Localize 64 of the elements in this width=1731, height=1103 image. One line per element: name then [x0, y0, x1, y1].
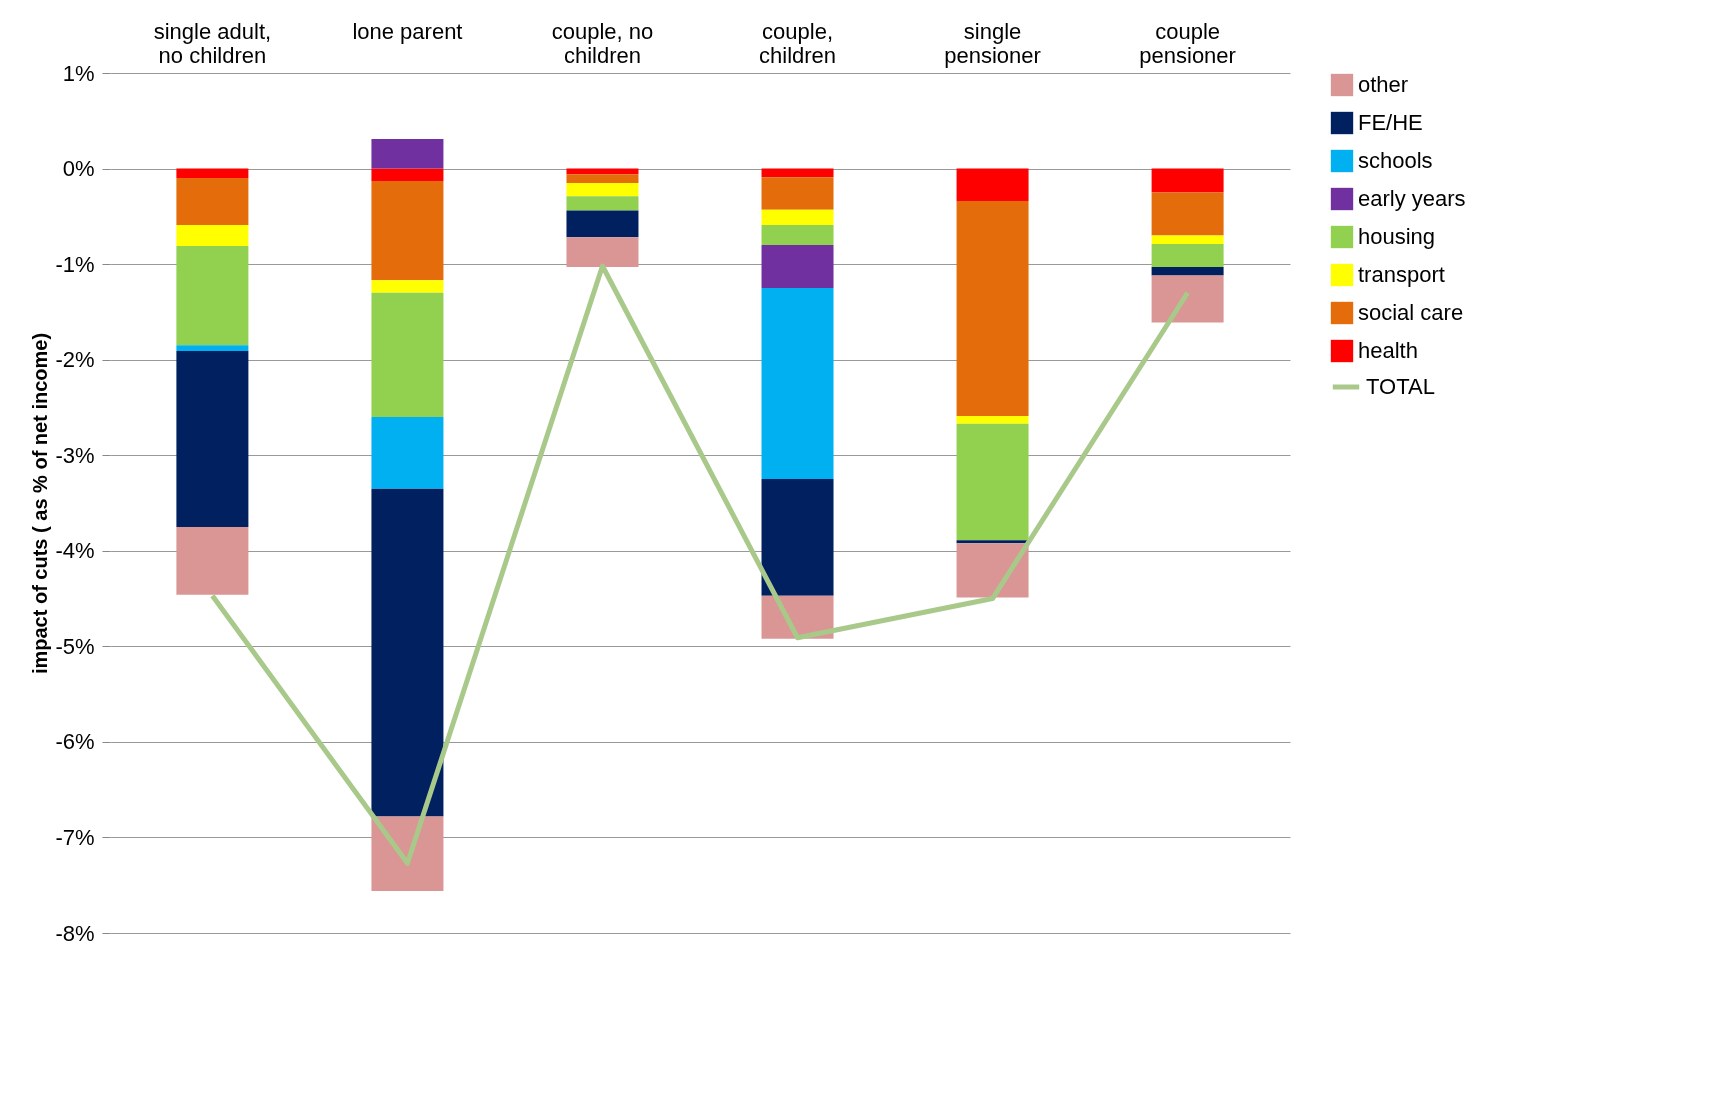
- y-tick-label: 1%: [62, 60, 95, 86]
- y-tick-label: -4%: [55, 538, 95, 564]
- legend-label: early years: [1358, 186, 1466, 211]
- bar: [761, 479, 834, 596]
- bar: [371, 168, 444, 181]
- bar: [176, 245, 249, 346]
- y-tick-label: -1%: [55, 251, 95, 277]
- bar: [176, 178, 249, 225]
- x-tick-label: single adult, no children: [153, 18, 272, 68]
- bar: [761, 177, 834, 210]
- bar: [956, 540, 1029, 544]
- y-axis-title: impact of cuts ( as % of net income): [29, 332, 52, 675]
- bar: [956, 168, 1029, 202]
- bar: [176, 224, 249, 246]
- legend-label: housing: [1358, 224, 1436, 249]
- y-tick-label: -2%: [55, 347, 95, 373]
- bar: [1151, 275, 1224, 323]
- bar: [371, 488, 444, 817]
- bar: [1151, 168, 1224, 193]
- bar: [761, 209, 834, 225]
- bar: [566, 210, 639, 238]
- x-tick-label: couple, children: [759, 18, 837, 68]
- bar: [371, 138, 444, 169]
- bar: [176, 526, 249, 595]
- bar: [1151, 266, 1224, 276]
- y-tick-label: -3%: [55, 442, 95, 468]
- bar: [956, 423, 1029, 541]
- bar: [371, 292, 444, 417]
- legend-label: TOTAL: [1366, 374, 1435, 399]
- legend-label: transport: [1358, 262, 1445, 287]
- bar: [566, 174, 639, 183]
- x-tick-label: lone parent: [352, 18, 463, 44]
- legend-label: schools: [1358, 148, 1433, 173]
- bar: [1151, 235, 1224, 245]
- bar: [176, 168, 249, 179]
- y-tick-label: -7%: [55, 824, 95, 850]
- x-tick-label: couple pensioner: [1139, 18, 1236, 68]
- legend-label: other: [1358, 72, 1409, 97]
- bar: [761, 245, 834, 288]
- y-tick-label: 0%: [62, 156, 95, 182]
- bar: [176, 351, 249, 527]
- y-tick-label: -6%: [55, 729, 95, 755]
- bar: [761, 224, 834, 245]
- bar: [956, 201, 1029, 417]
- bar: [566, 182, 639, 197]
- legend-label: FE/HE: [1358, 110, 1423, 135]
- legend-label: social care: [1358, 300, 1464, 325]
- bar: [371, 180, 444, 281]
- bar: [566, 196, 639, 211]
- bar: [176, 345, 249, 352]
- bar: [1151, 244, 1224, 267]
- bar: [371, 280, 444, 293]
- x-tick-label: couple, no children: [551, 18, 654, 68]
- bar: [761, 168, 834, 178]
- bar: [761, 288, 834, 480]
- bar: [566, 237, 639, 267]
- bar: [1151, 192, 1224, 236]
- y-tick-label: -8%: [55, 920, 95, 946]
- y-tick-label: -5%: [55, 633, 95, 659]
- legend-label: health: [1358, 338, 1418, 363]
- bar: [371, 417, 444, 489]
- x-tick-label: single pensioner: [944, 18, 1041, 68]
- bar: [956, 543, 1029, 598]
- bar: [956, 416, 1029, 424]
